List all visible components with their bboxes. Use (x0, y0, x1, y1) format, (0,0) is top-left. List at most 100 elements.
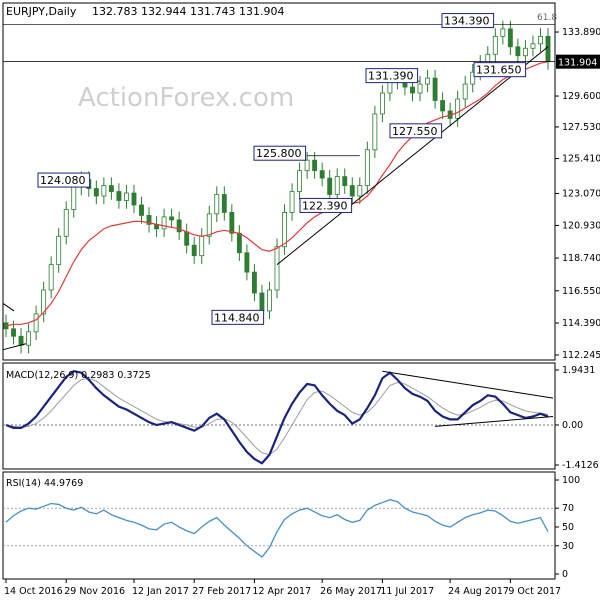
price-annotation-box (365, 68, 419, 84)
macd-signal-line (5, 377, 549, 456)
candle-body (33, 313, 39, 333)
ohlc-readout: 132.783 132.944 131.743 131.904 (92, 5, 284, 18)
candle-body (515, 46, 521, 57)
chart-title: EURJPY,Daily (6, 5, 77, 18)
candle-body (319, 170, 325, 179)
candle-body (500, 28, 506, 37)
rsi-y-tick-label: 70 (562, 503, 574, 514)
candle-body (41, 289, 47, 315)
current-price-tag-label: 131.904 (558, 58, 597, 69)
candle-body (530, 43, 536, 49)
price-y-tick-label: 127.530 (562, 122, 600, 133)
current-price-tag (556, 54, 600, 69)
candle-body (206, 213, 212, 237)
x-tick-label: 12 Apr 2017 (252, 586, 311, 597)
candle-body (191, 244, 197, 257)
candle-body (522, 47, 528, 57)
price-y-tick-label: 125.410 (562, 154, 600, 165)
watermark: ActionForex.com (78, 83, 294, 113)
candle-body (432, 77, 438, 101)
price-y-tick-label: 112.245 (562, 350, 600, 361)
candle-body (11, 328, 16, 337)
candle-body (124, 192, 129, 201)
candle-body (297, 170, 303, 192)
candle-body (176, 219, 182, 233)
candle-body (184, 231, 190, 246)
price-annotation-box (389, 123, 443, 139)
axes-labels: 133.890 131.904 129.600 127.530 125.410 123.0… (4, 27, 600, 597)
x-tick-label: 14 Oct 2016 (4, 586, 63, 597)
macd-upper-trendline (382, 370, 554, 399)
rsi-title: RSI(14) 44.9769 (6, 478, 83, 489)
price-panel-frame (2, 2, 556, 361)
macd-y-tick-label: 1.9431 (562, 365, 595, 376)
candle-body (139, 204, 144, 216)
candle-body (440, 100, 446, 112)
candle-body (327, 177, 333, 195)
price-annotation-label: 114.840 (214, 311, 260, 324)
candle-body (26, 331, 32, 346)
candle-body (425, 77, 430, 85)
rsi-y-tick-label: 50 (562, 522, 574, 533)
macd-y-tick-label: 0.00 (562, 420, 583, 431)
candle-body (161, 216, 167, 230)
price-y-tick-label: 118.740 (562, 253, 600, 264)
candle-body (470, 71, 476, 85)
rsi-line (5, 499, 549, 558)
price-y-tick-label: 133.890 (562, 27, 600, 38)
candle-body (507, 28, 513, 48)
candle-body (244, 252, 250, 273)
price-annotation-box (441, 13, 495, 29)
rsi-y-tick-label: 0 (562, 569, 568, 580)
candle-body (18, 335, 24, 346)
price-annotation-box (37, 172, 91, 188)
candle-body (417, 83, 423, 94)
x-tick-label: 26 May 2017 (320, 586, 382, 597)
price-annotation-box (211, 309, 265, 325)
rsi-y-tick-label: 30 (562, 541, 574, 552)
ema-line (5, 61, 549, 327)
macd-title: MACD(12,26,9) 0.2983 0.3725 (6, 370, 151, 381)
candle-body (282, 212, 287, 248)
price-plot: 134.390 131.390 131.650 127.550 125.800 124.0… (2, 13, 557, 354)
candle-body (146, 215, 152, 225)
rsi-panel-frame (2, 471, 556, 580)
rsi-plot: RSI(14) 44.9769 (3, 478, 555, 558)
x-tick-label: 11 Jul 2017 (380, 586, 434, 597)
price-annotation-label: 125.800 (256, 147, 302, 160)
x-tick-label: 24 Aug 2017 (448, 586, 509, 597)
candle-body (259, 292, 265, 312)
candle-body (101, 185, 107, 197)
price-annotation-label: 134.390 (444, 15, 490, 28)
candle-body (93, 188, 99, 197)
fib-label: 61.8 (537, 13, 557, 23)
x-tick-label: 9 Oct 2017 (508, 586, 561, 597)
candle-body (169, 216, 175, 221)
price-annotation-box (299, 197, 353, 213)
price-y-tick-label: 129.600 (562, 91, 600, 102)
macd-y-tick-label: -1.4126 (562, 460, 599, 471)
candle-body (538, 35, 543, 45)
rising-trendline (276, 46, 549, 266)
candle-body (131, 192, 137, 206)
candle-body (410, 86, 415, 94)
candle-body (251, 271, 257, 294)
price-annotation-label: 131.390 (368, 70, 414, 83)
candle-body (289, 191, 295, 213)
candle-body (48, 264, 54, 291)
candle-body (492, 35, 498, 55)
trendline-lower-left (2, 343, 27, 351)
price-annotation-label: 127.550 (392, 125, 438, 138)
candle-body (312, 159, 318, 172)
candle-body (71, 186, 77, 210)
candle-body (379, 92, 385, 115)
candle-body (267, 289, 272, 312)
price-annotation-label: 122.390 (302, 199, 348, 212)
candle-body (56, 235, 62, 266)
candle-body (342, 176, 348, 186)
macd-line (5, 370, 549, 465)
candle-body (304, 159, 310, 172)
x-tick-label: 27 Feb 2017 (192, 586, 251, 597)
